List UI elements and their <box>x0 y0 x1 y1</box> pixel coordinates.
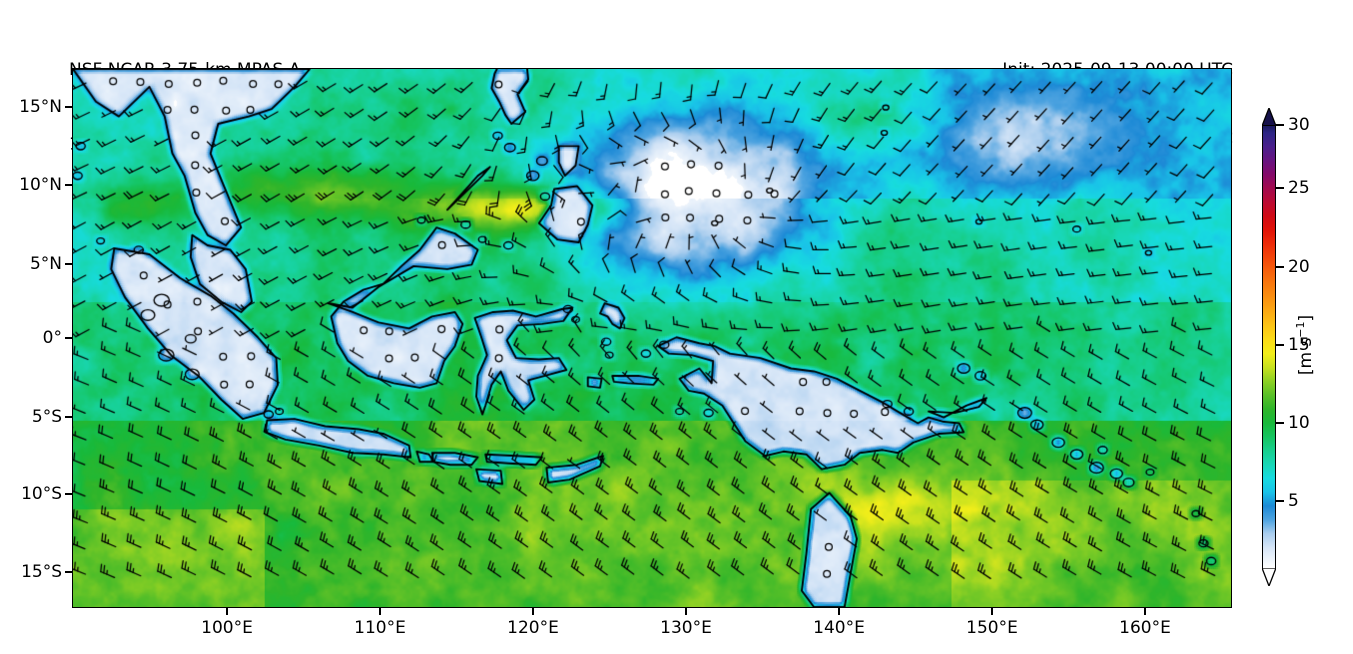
lon-tick-mark <box>838 608 840 615</box>
lat-tick-mark <box>65 493 72 495</box>
colorbar-under-arrow <box>1262 568 1276 586</box>
lon-tick-mark <box>226 608 228 615</box>
colorbar-tick-label: 20 <box>1288 257 1310 277</box>
colorbar-unit-prefix: [m s <box>1295 337 1316 376</box>
colorbar <box>1258 108 1280 586</box>
lat-tick-mark <box>65 106 72 108</box>
map-plot-area[interactable] <box>72 68 1232 608</box>
colorbar-tick-mark <box>1276 124 1284 126</box>
colorbar-unit-suffix: ] <box>1295 314 1316 322</box>
colorbar-unit-label: [m s−1] <box>1294 315 1316 375</box>
lon-tick-label: 140°E <box>813 618 865 638</box>
colorbar-tick-label: 30 <box>1288 115 1310 135</box>
colorbar-over-arrow <box>1262 108 1276 126</box>
lat-tick-mark <box>65 337 72 339</box>
lat-tick-label: 0° <box>42 328 62 348</box>
colorbar-tick-mark <box>1276 500 1284 502</box>
colorbar-unit-exponent: −1 <box>1294 321 1308 338</box>
lon-tick-mark <box>379 608 381 615</box>
lat-tick-label: 15°N <box>19 97 62 117</box>
colorbar-gradient-body <box>1262 125 1276 569</box>
colorbar-gradient <box>1263 126 1275 568</box>
lat-tick-label: 10°S <box>21 484 62 504</box>
lat-tick-label: 15°S <box>21 562 62 582</box>
colorbar-tick-label: 10 <box>1288 413 1310 433</box>
lon-tick-label: 120°E <box>507 618 559 638</box>
lat-tick-label: 5°N <box>29 254 62 274</box>
lon-tick-label: 110°E <box>354 618 406 638</box>
lon-tick-mark <box>532 608 534 615</box>
lat-tick-mark <box>65 263 72 265</box>
lat-tick-mark <box>65 571 72 573</box>
lon-tick-label: 150°E <box>966 618 1018 638</box>
colorbar-tick-label: 25 <box>1288 178 1310 198</box>
lon-tick-label: 130°E <box>660 618 712 638</box>
colorbar-tick-mark <box>1276 344 1284 346</box>
colorbar-tick-label: 5 <box>1288 491 1299 511</box>
lon-tick-label: 100°E <box>201 618 253 638</box>
lon-tick-label: 160°E <box>1119 618 1171 638</box>
colorbar-tick-mark <box>1276 422 1284 424</box>
colorbar-tick-label: 15 <box>1288 335 1310 355</box>
lon-tick-mark <box>991 608 993 615</box>
lat-tick-mark <box>65 184 72 186</box>
lat-tick-mark <box>65 416 72 418</box>
lat-tick-label: 10°N <box>19 175 62 195</box>
colorbar-tick-mark <box>1276 187 1284 189</box>
wind-speed-field <box>73 69 1231 607</box>
colorbar-tick-mark <box>1276 266 1284 268</box>
lon-tick-mark <box>685 608 687 615</box>
lon-tick-mark <box>1144 608 1146 615</box>
lat-tick-label: 5°S <box>31 407 62 427</box>
